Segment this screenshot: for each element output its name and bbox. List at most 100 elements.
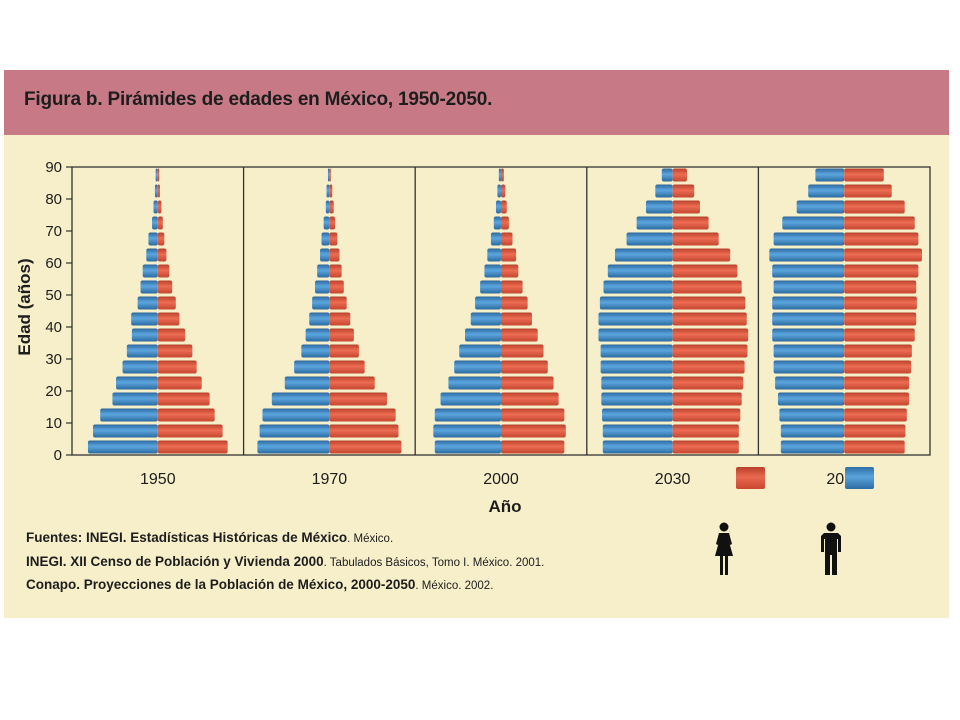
- bar-female-2030-50: [672, 280, 742, 294]
- pyramid-2050: [769, 168, 922, 454]
- bar-male-2050-45: [772, 296, 845, 310]
- bar-female-1970-5: [329, 424, 399, 438]
- bar-male-2000-15: [440, 392, 501, 406]
- bar-female-2030-60: [672, 248, 731, 262]
- bar-male-1950-45: [137, 296, 158, 310]
- bar-male-2050-20: [775, 376, 845, 390]
- bar-male-1970-40: [309, 312, 330, 326]
- bar-female-2050-80: [844, 184, 892, 198]
- y-tick-label-90: 90: [45, 159, 62, 176]
- bar-female-2030-25: [672, 360, 745, 374]
- bar-female-1970-40: [329, 312, 351, 326]
- year-label-2030: 2030: [655, 471, 691, 488]
- bar-male-2000-20: [448, 376, 501, 390]
- y-tick-label-80: 80: [45, 191, 62, 208]
- figure-panel: Figura b. Pirámides de edades en México,…: [4, 70, 949, 618]
- bar-female-1950-20: [157, 376, 202, 390]
- y-tick-label-20: 20: [45, 383, 62, 400]
- bar-female-1950-45: [157, 296, 176, 310]
- bar-female-2050-50: [844, 280, 917, 294]
- bar-male-1970-25: [294, 360, 330, 374]
- bar-female-2000-55: [501, 264, 519, 278]
- bar-female-2000-25: [501, 360, 548, 374]
- bar-female-1950-25: [157, 360, 197, 374]
- bar-female-1950-70: [157, 216, 163, 230]
- bar-female-2000-15: [501, 392, 559, 406]
- year-label-1970: 1970: [312, 471, 348, 488]
- bar-female-1950-50: [157, 280, 173, 294]
- bar-male-1950-60: [146, 248, 158, 262]
- bar-female-2030-75: [672, 200, 700, 214]
- bar-female-1950-30: [157, 344, 193, 358]
- bar-male-2030-50: [603, 280, 673, 294]
- bar-male-2000-75: [495, 200, 501, 214]
- bar-female-2030-70: [672, 216, 709, 230]
- bar-male-2030-10: [602, 408, 673, 422]
- bar-male-2050-15: [777, 392, 845, 406]
- bar-male-2030-60: [615, 248, 673, 262]
- bar-male-2030-85: [661, 168, 673, 182]
- bar-male-2030-55: [607, 264, 673, 278]
- bar-male-2030-70: [636, 216, 673, 230]
- bar-male-2000-60: [487, 248, 501, 262]
- bar-female-1950-80: [157, 184, 160, 198]
- bar-female-1970-70: [329, 216, 336, 230]
- bar-male-2030-40: [598, 312, 673, 326]
- woman-icon: [715, 522, 733, 575]
- bar-female-2050-0: [844, 440, 905, 454]
- bar-male-2050-75: [796, 200, 845, 214]
- bar-male-1950-30: [126, 344, 158, 358]
- y-tick-label-70: 70: [45, 223, 62, 240]
- bar-female-1950-40: [157, 312, 180, 326]
- bar-male-2000-30: [459, 344, 501, 358]
- bar-male-2000-50: [480, 280, 501, 294]
- bar-female-1950-85: [157, 168, 160, 182]
- y-tick-label-30: 30: [45, 351, 62, 368]
- bar-female-1950-75: [157, 200, 162, 214]
- bar-male-2000-45: [475, 296, 501, 310]
- bar-female-2050-15: [844, 392, 909, 406]
- source-1-title: : INEGI. Estadísticas Históricas de Méxi…: [77, 530, 348, 545]
- man-icon: [821, 522, 841, 575]
- bar-female-2030-45: [672, 296, 746, 310]
- bar-female-2000-30: [501, 344, 544, 358]
- bar-female-2050-10: [844, 408, 907, 422]
- bar-male-2030-80: [655, 184, 673, 198]
- bar-female-1970-35: [329, 328, 354, 342]
- bar-male-2050-25: [773, 360, 845, 374]
- bar-female-1950-5: [157, 424, 223, 438]
- y-tick-label-60: 60: [45, 255, 62, 272]
- x-axis-label: Año: [488, 497, 521, 516]
- bar-male-1950-65: [148, 232, 158, 246]
- bar-male-2030-30: [600, 344, 673, 358]
- bar-male-2030-25: [600, 360, 673, 374]
- bar-male-1950-55: [142, 264, 158, 278]
- bar-male-1950-85: [155, 168, 158, 182]
- bar-male-2050-35: [772, 328, 845, 342]
- source-line-2: INEGI. XII Censo de Población y Vivienda…: [26, 553, 544, 572]
- bar-male-2050-60: [769, 248, 845, 262]
- bar-male-2000-0: [434, 440, 501, 454]
- bar-female-2030-10: [672, 408, 741, 422]
- bar-male-1950-70: [152, 216, 158, 230]
- bar-female-1950-10: [157, 408, 215, 422]
- bar-male-1950-35: [131, 328, 158, 342]
- bar-female-2050-25: [844, 360, 912, 374]
- bar-male-1970-70: [323, 216, 330, 230]
- source-line-3: Conapo. Proyecciones de la Población de …: [26, 576, 493, 595]
- y-tick-label-10: 10: [45, 415, 62, 432]
- bar-female-2000-50: [501, 280, 523, 294]
- bar-female-2050-70: [844, 216, 915, 230]
- bar-female-1970-60: [329, 248, 340, 262]
- bar-male-1970-15: [271, 392, 330, 406]
- bar-female-2000-20: [501, 376, 554, 390]
- y-axis-label: Edad (años): [15, 258, 34, 355]
- bar-female-2030-40: [672, 312, 747, 326]
- pyramid-1970: [257, 168, 402, 454]
- bar-male-1950-50: [140, 280, 158, 294]
- bar-female-2030-35: [672, 328, 749, 342]
- bar-female-1970-55: [329, 264, 342, 278]
- bar-female-2000-85: [501, 168, 504, 182]
- bar-female-2000-45: [501, 296, 528, 310]
- bar-male-2030-0: [602, 440, 673, 454]
